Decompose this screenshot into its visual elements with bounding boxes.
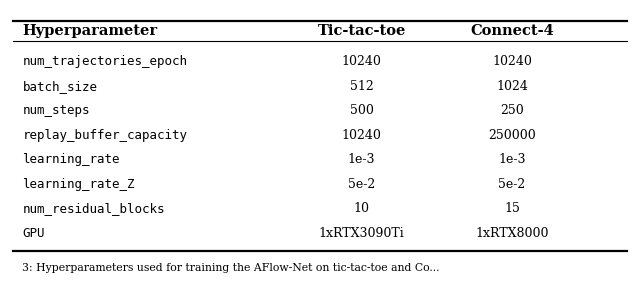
Text: 10: 10 bbox=[353, 202, 370, 216]
Text: 500: 500 bbox=[349, 105, 374, 118]
Text: GPU: GPU bbox=[22, 227, 45, 240]
Text: 5e-2: 5e-2 bbox=[499, 178, 525, 191]
Text: num_residual_blocks: num_residual_blocks bbox=[22, 202, 165, 216]
Text: 3: Hyperparameters used for training the AFlow-Net on tic-tac-toe and Co...: 3: Hyperparameters used for training the… bbox=[22, 263, 440, 273]
Text: num_trajectories_epoch: num_trajectories_epoch bbox=[22, 55, 188, 68]
Text: 10240: 10240 bbox=[492, 55, 532, 68]
Text: 1024: 1024 bbox=[496, 80, 528, 93]
Text: batch_size: batch_size bbox=[22, 80, 97, 93]
Text: num_steps: num_steps bbox=[22, 105, 90, 118]
Text: 250: 250 bbox=[500, 105, 524, 118]
Text: 250000: 250000 bbox=[488, 129, 536, 142]
Text: 512: 512 bbox=[349, 80, 374, 93]
Text: replay_buffer_capacity: replay_buffer_capacity bbox=[22, 129, 188, 142]
Text: 10240: 10240 bbox=[342, 55, 381, 68]
Text: 1xRTX3090Ti: 1xRTX3090Ti bbox=[319, 227, 404, 240]
Text: Hyperparameter: Hyperparameter bbox=[22, 24, 157, 38]
Text: 1e-3: 1e-3 bbox=[348, 153, 375, 166]
Text: 1xRTX8000: 1xRTX8000 bbox=[476, 227, 548, 240]
Text: 15: 15 bbox=[504, 202, 520, 216]
Text: 5e-2: 5e-2 bbox=[348, 178, 375, 191]
Text: 1e-3: 1e-3 bbox=[499, 153, 525, 166]
Text: 10240: 10240 bbox=[342, 129, 381, 142]
Text: learning_rate_Z: learning_rate_Z bbox=[22, 178, 135, 191]
Text: learning_rate: learning_rate bbox=[22, 153, 120, 166]
Text: Tic-tac-toe: Tic-tac-toe bbox=[317, 24, 406, 38]
Text: Connect-4: Connect-4 bbox=[470, 24, 554, 38]
